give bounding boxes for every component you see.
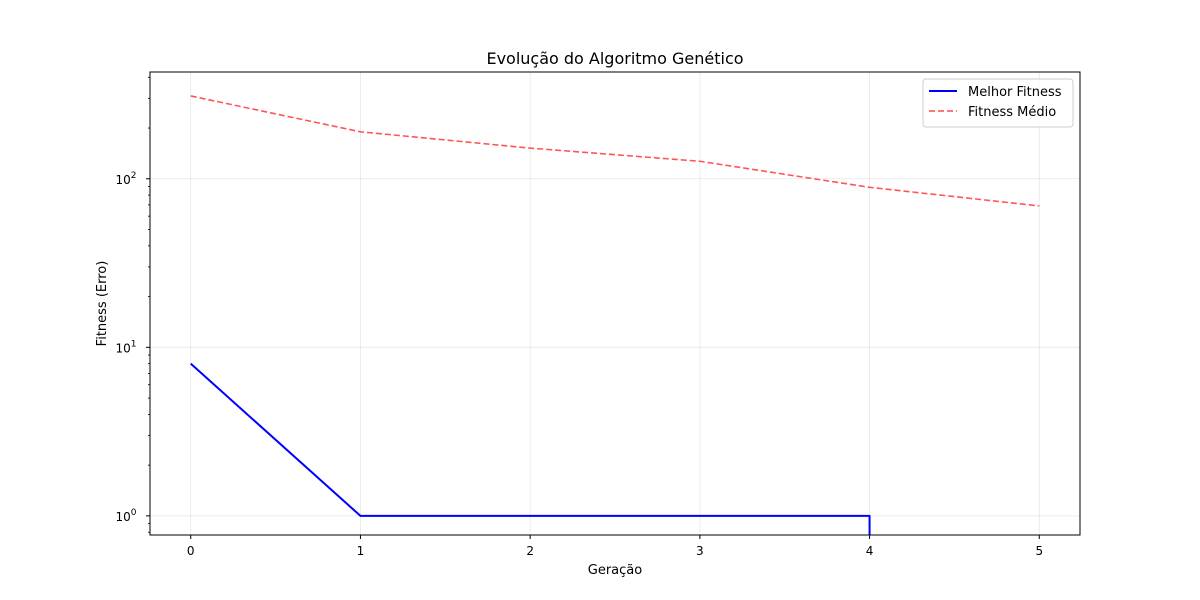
- y-tick-label: 100: [115, 508, 136, 524]
- y-axis-label: Fitness (Erro): [95, 261, 110, 347]
- legend-box: [922, 78, 1074, 128]
- x-tick-label: 4: [866, 544, 874, 558]
- plot-background: [150, 72, 1080, 535]
- legend-label-0: Melhor Fitness: [968, 85, 1062, 100]
- plot-frame: [149, 71, 1081, 536]
- x-tick-label: 0: [187, 544, 195, 558]
- x-tick-label: 5: [1035, 544, 1043, 558]
- y-tick-label: 101: [115, 339, 136, 355]
- x-tick-label: 1: [357, 544, 365, 558]
- x-axis: 0 1 2 3 4 5: [187, 535, 1043, 558]
- x-axis-label: Geração: [588, 563, 642, 578]
- x-tick-label: 2: [526, 544, 534, 558]
- series-line-1: [190, 95, 1040, 207]
- series-layer: [190, 95, 1040, 535]
- y-axis: 100 101 102: [115, 76, 150, 533]
- x-tick-label: 3: [696, 544, 704, 558]
- legend: Melhor Fitness Fitness Médio: [922, 78, 1074, 128]
- legend-label-1: Fitness Médio: [968, 105, 1056, 120]
- y-tick-label: 102: [115, 171, 136, 187]
- chart-title: Evolução do Algoritmo Genético: [486, 49, 743, 68]
